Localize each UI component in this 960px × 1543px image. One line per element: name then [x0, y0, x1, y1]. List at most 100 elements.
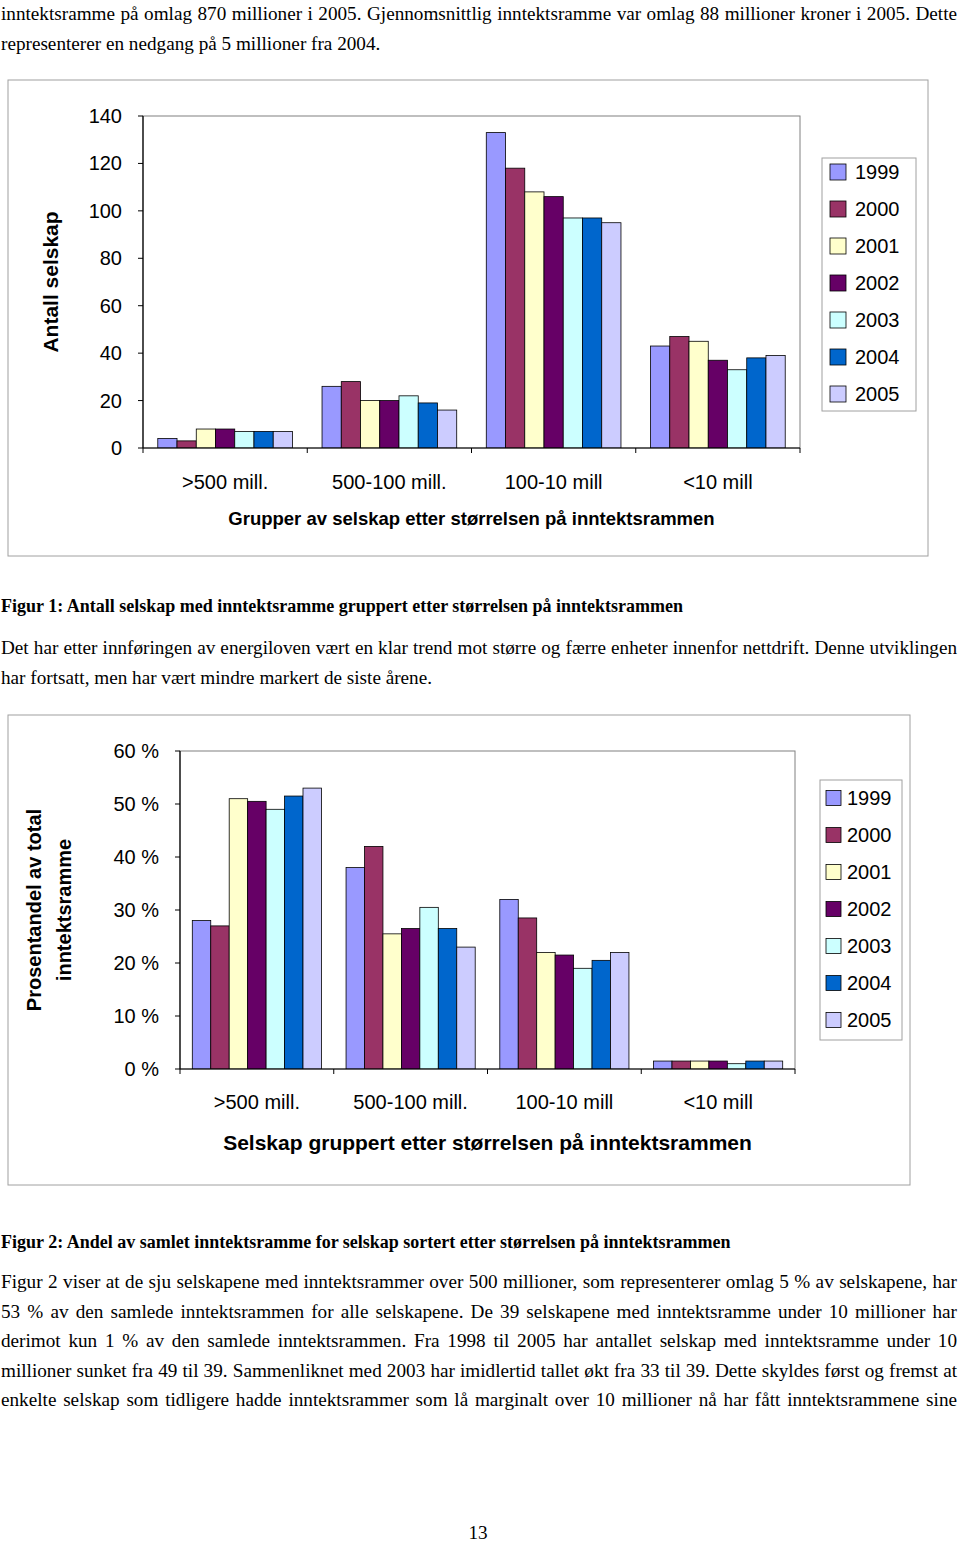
y-tick-label: 20 %	[113, 952, 159, 974]
bar	[248, 801, 266, 1069]
bar	[266, 809, 284, 1069]
x-tick	[795, 1069, 796, 1074]
x-tick-label: 100-10 mill	[515, 1091, 613, 1113]
x-tick-label: 500-100 mill.	[353, 1091, 468, 1113]
legend-label: 2001	[855, 235, 900, 257]
legend-label: 2004	[855, 346, 900, 368]
bar	[602, 223, 621, 448]
bar	[747, 358, 766, 448]
y-tick-label: 100	[89, 200, 122, 222]
y-axis	[142, 116, 143, 448]
y-tick-label: 30 %	[113, 899, 159, 921]
bar	[486, 133, 505, 448]
y-axis-title: Antall selskap	[39, 211, 62, 352]
y-axis	[179, 751, 180, 1069]
bar	[438, 929, 456, 1069]
bar	[346, 868, 364, 1069]
bar	[229, 799, 247, 1069]
bar	[506, 168, 525, 448]
bar	[708, 360, 727, 448]
chart-frame	[8, 715, 910, 1185]
y-tick-label: 0 %	[125, 1058, 160, 1080]
paragraph-1: Det har etter innføringen av energiloven…	[1, 633, 957, 692]
bar	[437, 410, 456, 448]
legend-swatch	[830, 201, 846, 217]
bar	[563, 218, 582, 448]
bar	[211, 926, 229, 1069]
legend-label: 2005	[847, 1009, 892, 1031]
y-tick	[138, 400, 143, 401]
bar	[285, 796, 303, 1069]
legend-swatch	[826, 828, 841, 843]
bar	[592, 960, 610, 1069]
y-tick-label: 20	[100, 390, 122, 412]
bar	[727, 370, 746, 448]
y-tick-label: 40 %	[113, 846, 159, 868]
bar	[537, 952, 555, 1069]
bar	[709, 1061, 727, 1069]
bar	[746, 1061, 764, 1069]
x-tick	[143, 448, 144, 453]
y-tick-label: 120	[89, 152, 122, 174]
bar	[670, 337, 689, 448]
legend-swatch	[830, 349, 846, 365]
legend-label: 1999	[847, 787, 892, 809]
bar	[303, 788, 321, 1069]
bar	[611, 952, 629, 1069]
bar	[582, 218, 601, 448]
bar	[383, 934, 401, 1069]
bar	[727, 1064, 745, 1069]
plot-frame	[180, 751, 795, 1069]
bar	[216, 429, 235, 448]
y-tick	[175, 804, 180, 805]
y-tick-label: 0	[111, 437, 122, 459]
bar	[273, 431, 292, 448]
legend-swatch	[826, 865, 841, 880]
bar	[500, 899, 518, 1069]
y-tick-label: 40	[100, 342, 122, 364]
legend-label: 1999	[855, 161, 900, 183]
x-axis-title: Grupper av selskap etter størrelsen på i…	[228, 508, 714, 529]
x-tick	[487, 1069, 488, 1074]
x-tick	[471, 448, 472, 453]
bar	[654, 1061, 672, 1069]
x-tick-label: >500 mill.	[214, 1091, 300, 1113]
y-tick	[138, 258, 143, 259]
bar	[689, 341, 708, 448]
bar	[420, 907, 438, 1069]
legend-swatch	[826, 976, 841, 991]
bars	[192, 788, 782, 1069]
legend-swatch	[826, 939, 841, 954]
legend-swatch	[826, 902, 841, 917]
bar	[322, 386, 341, 448]
bar	[401, 929, 419, 1069]
legend-swatch	[826, 1013, 841, 1028]
y-tick-label: 60	[100, 295, 122, 317]
y-tick-label: 140	[89, 105, 122, 127]
legend-label: 2003	[855, 309, 900, 331]
y-tick	[138, 163, 143, 164]
bar	[365, 846, 383, 1069]
x-tick-label: <10 mill	[683, 1091, 752, 1113]
legend-label: 2000	[847, 824, 892, 846]
x-tick	[800, 448, 801, 453]
bar	[544, 197, 563, 448]
legend-label: 2002	[847, 898, 892, 920]
x-tick-label: 100-10 mill	[505, 471, 603, 493]
y-tick	[138, 448, 143, 449]
legend-label: 2004	[847, 972, 892, 994]
y-axis-title: Prosentandel av totalinntektsramme	[23, 809, 75, 1011]
bar	[672, 1061, 690, 1069]
y-tick	[175, 910, 180, 911]
y-tick	[175, 963, 180, 964]
bar	[177, 441, 196, 448]
chart: 0 %10 %20 %30 %40 %50 %60 %>500 mill.500…	[8, 715, 910, 1185]
legend-swatch	[830, 238, 846, 254]
bar	[555, 955, 573, 1069]
legend-swatch	[830, 164, 846, 180]
legend-label: 2002	[855, 272, 900, 294]
legend-label: 2005	[855, 383, 900, 405]
bar	[766, 356, 785, 448]
x-axis-title: Selskap gruppert etter størrelsen på inn…	[223, 1131, 752, 1154]
bar	[690, 1061, 708, 1069]
